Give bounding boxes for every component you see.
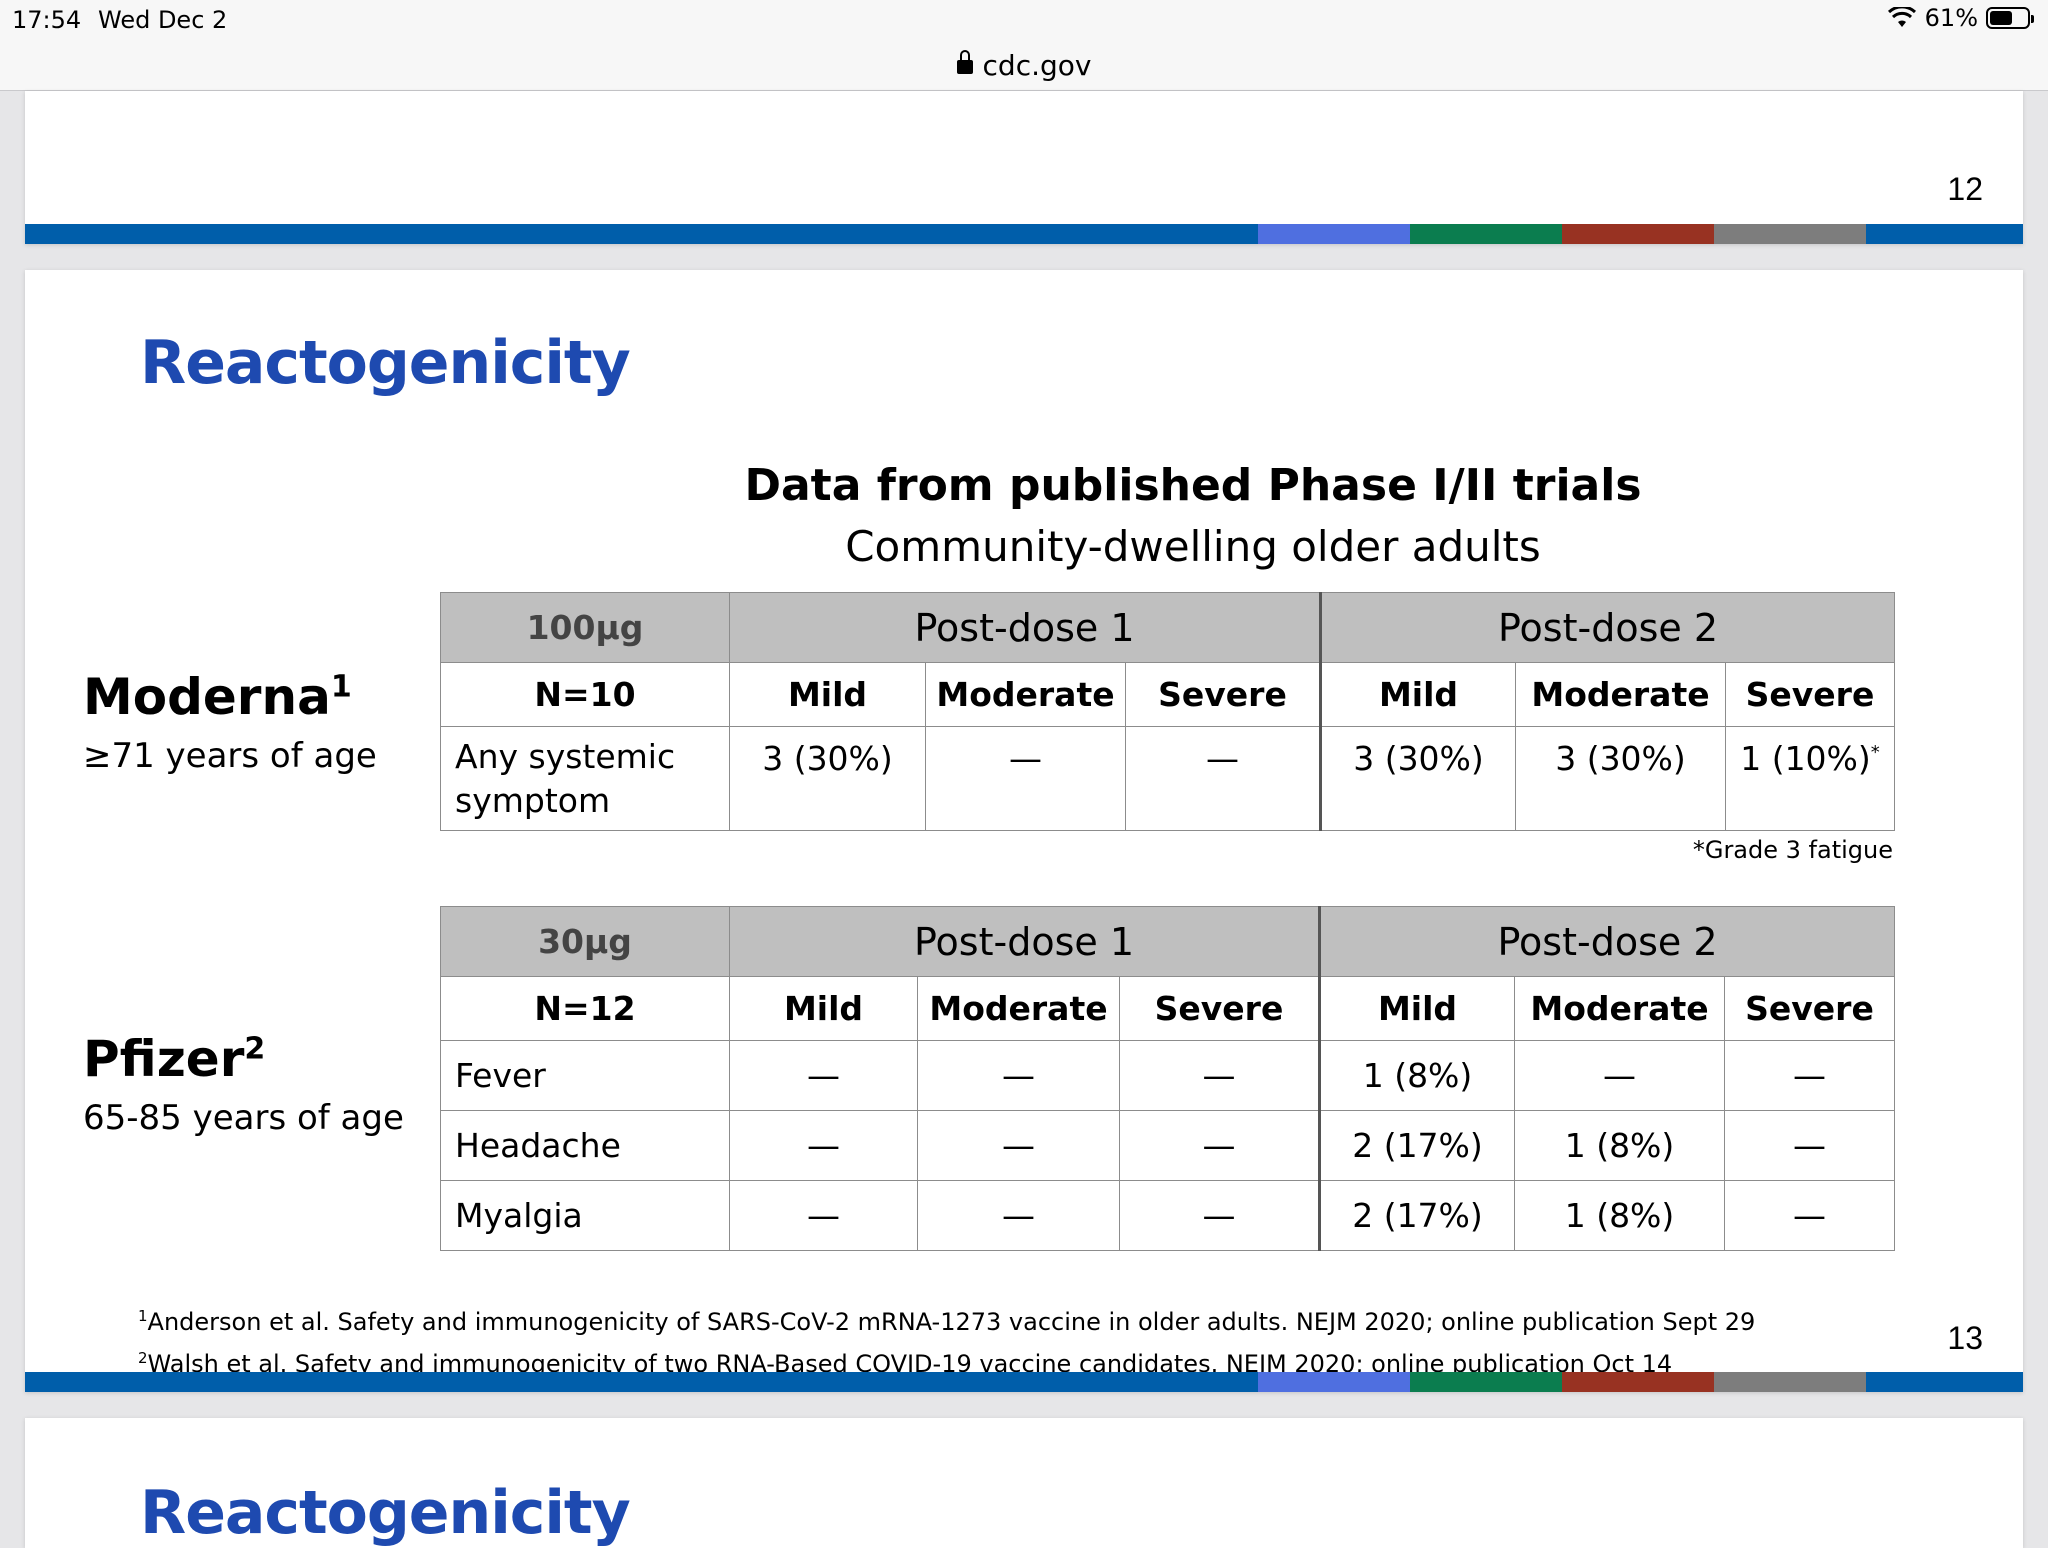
page-number: 13 (1947, 1320, 1983, 1356)
table-cell: — (917, 1040, 1120, 1111)
col-severe: Severe (1125, 662, 1321, 727)
page-number: 12 (1947, 171, 1983, 207)
n-header: N=10 (440, 662, 730, 727)
col-mild: Mild (1318, 976, 1515, 1041)
wifi-icon (1887, 7, 1916, 27)
clock-time: 17:54 (12, 6, 82, 34)
row-label: Headache (440, 1110, 730, 1181)
slide-color-bar (25, 1372, 2023, 1392)
table-cell: — (1724, 1040, 1895, 1111)
post-dose-2-header: Post-dose 2 (1318, 906, 1895, 977)
status-bar: 17:54 Wed Dec 2 61% (0, 0, 2048, 40)
row-label: Any systemic symptom (440, 726, 730, 831)
table-cell: — (1724, 1110, 1895, 1181)
battery-icon (1986, 7, 2034, 29)
row-label: Myalgia (440, 1180, 730, 1251)
col-moderate: Moderate (925, 662, 1126, 727)
table-cell: — (1119, 1040, 1320, 1111)
table-row: Headache — — — 2 (17%) 1 (8%) — (440, 1110, 1895, 1181)
table-cell: 3 (30%) (729, 726, 926, 831)
address-bar[interactable]: cdc.gov (0, 40, 2048, 91)
post-dose-1-header: Post-dose 1 (729, 906, 1320, 977)
slide-title: Reactogenicity (140, 1478, 631, 1548)
table-row: Myalgia — — — 2 (17%) 1 (8%) — (440, 1180, 1895, 1251)
table-cell: — (1119, 1180, 1320, 1251)
moderna-age: ≥71 years of age (83, 736, 377, 776)
table-cell: — (917, 1110, 1120, 1181)
pfizer-age: 65-85 years of age (83, 1098, 404, 1138)
col-mild: Mild (1319, 662, 1516, 727)
post-dose-2-header: Post-dose 2 (1319, 592, 1895, 663)
table-cell: — (1724, 1180, 1895, 1251)
status-indicators: 61% (1887, 4, 2034, 32)
col-moderate: Moderate (1514, 976, 1725, 1041)
table-cell: 2 (17%) (1318, 1180, 1515, 1251)
table-cell: — (729, 1180, 918, 1251)
table-cell: 3 (30%) (1515, 726, 1726, 831)
row-label: Fever (440, 1040, 730, 1111)
post-dose-1-header: Post-dose 1 (729, 592, 1321, 663)
previous-slide: 12 (25, 91, 2023, 244)
current-slide: Reactogenicity Data from published Phase… (25, 270, 2023, 1392)
table-cell: — (729, 1040, 918, 1111)
slide-heading: Data from published Phase I/II trials (744, 460, 1642, 511)
dose-header: 30µg (440, 906, 730, 977)
col-moderate: Moderate (917, 976, 1120, 1041)
table-row: Any systemic symptom 3 (30%) — — 3 (30%)… (440, 726, 1895, 831)
pfizer-label: Pfizer2 (83, 1030, 266, 1088)
table-cell: 2 (17%) (1318, 1110, 1515, 1181)
url-text[interactable]: cdc.gov (982, 48, 1092, 82)
table-cell: 1 (8%) (1318, 1040, 1515, 1111)
slide-title: Reactogenicity (140, 328, 631, 398)
pfizer-table: 30µg Post-dose 1 Post-dose 2 N=12 Mild M… (440, 906, 1895, 1251)
col-mild: Mild (729, 662, 926, 727)
col-mild: Mild (729, 976, 918, 1041)
dose-header: 100µg (440, 592, 730, 663)
table-footnote: *Grade 3 fatigue (1692, 836, 1893, 864)
references: 1Anderson et al. Safety and immunogenici… (138, 1298, 1755, 1382)
n-header: N=12 (440, 976, 730, 1041)
col-moderate: Moderate (1515, 662, 1726, 727)
table-cell: — (1125, 726, 1321, 831)
col-severe: Severe (1724, 976, 1895, 1041)
next-slide: Reactogenicity (25, 1418, 2023, 1548)
clock-date: Wed Dec 2 (98, 6, 228, 34)
col-severe: Severe (1725, 662, 1895, 727)
table-cell: — (925, 726, 1126, 831)
col-severe: Severe (1119, 976, 1320, 1041)
battery-percent: 61% (1924, 4, 1978, 32)
moderna-label: Moderna1 (83, 668, 352, 726)
reference-1: 1Anderson et al. Safety and immunogenici… (138, 1307, 1756, 1336)
table-cell: 1 (10%)* (1725, 726, 1895, 831)
table-cell: 1 (8%) (1514, 1110, 1725, 1181)
slide-subheading: Community-dwelling older adults (845, 522, 1541, 571)
table-row: Fever — — — 1 (8%) — — (440, 1040, 1895, 1111)
table-cell: — (1119, 1110, 1320, 1181)
moderna-table: 100µg Post-dose 1 Post-dose 2 N=10 Mild … (440, 592, 1895, 831)
table-cell: — (917, 1180, 1120, 1251)
lock-icon (956, 50, 973, 74)
table-cell: 1 (8%) (1514, 1180, 1725, 1251)
table-cell: 3 (30%) (1319, 726, 1516, 831)
slide-color-bar (25, 224, 2023, 244)
table-cell: — (729, 1110, 918, 1181)
table-cell: — (1514, 1040, 1725, 1111)
